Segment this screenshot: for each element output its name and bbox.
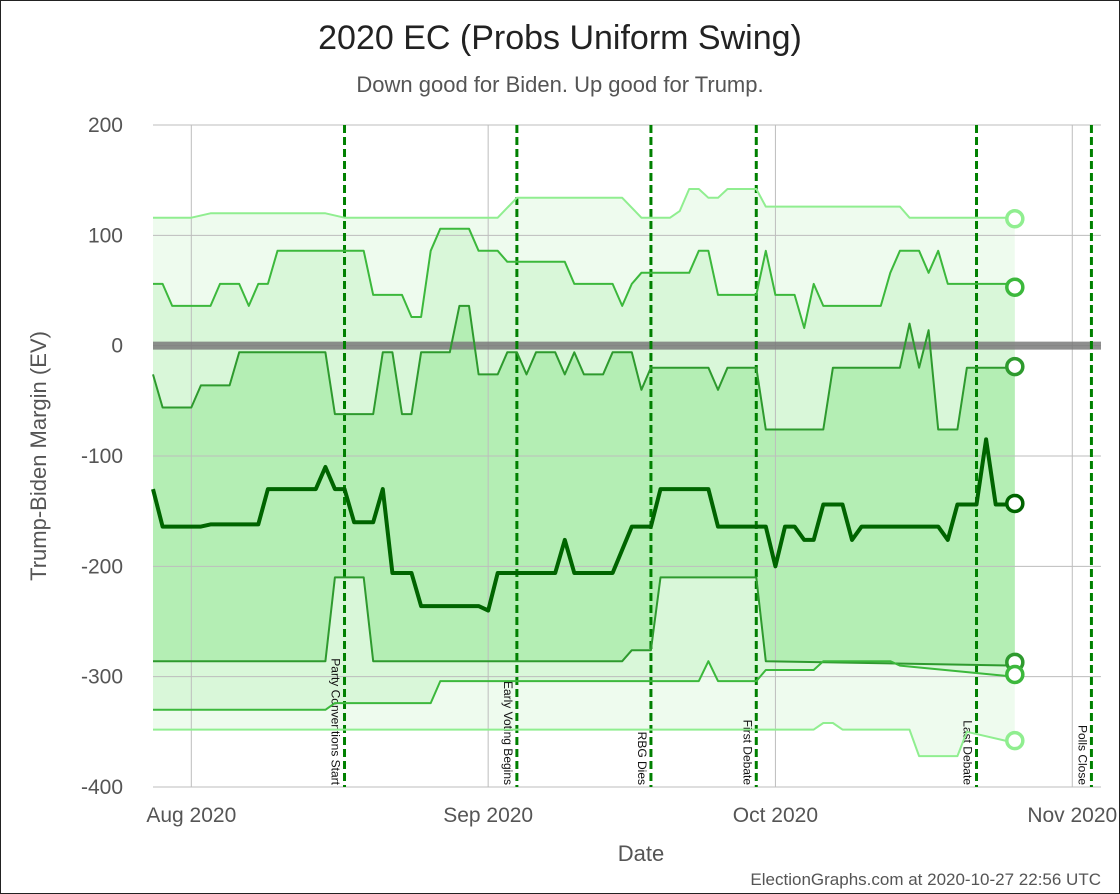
series-line-min — [153, 722, 1016, 758]
series-line-median — [151, 437, 1015, 613]
end-marker-upper — [1005, 277, 1025, 297]
event-label: RBG Dies — [635, 732, 649, 785]
x-tick-label: Nov 2020 — [1027, 804, 1117, 827]
series-line-upper — [153, 227, 1015, 329]
band-inner — [153, 305, 1015, 666]
end-marker-lower — [1005, 664, 1025, 685]
y-tick-label: 0 — [111, 335, 123, 358]
y-axis-title: Trump-Biden Margin (EV) — [26, 331, 51, 581]
end-marker-center — [1005, 356, 1025, 377]
chart-title: 2020 EC (Probs Uniform Swing) — [318, 19, 802, 57]
y-tick-label: 100 — [88, 224, 123, 247]
x-tick-label: Oct 2020 — [733, 804, 818, 827]
end-marker-median — [1005, 493, 1025, 514]
y-tick-label: -400 — [81, 776, 123, 799]
event-label: Polls Close — [1075, 725, 1089, 785]
x-tick-label: Aug 2020 — [146, 804, 236, 827]
end-marker-max — [1005, 209, 1025, 229]
event-label: Early Voting Begins — [501, 681, 515, 785]
chart-subtitle: Down good for Biden. Up good for Trump. — [356, 72, 763, 97]
series-line-center — [152, 304, 1015, 431]
series-line-max — [153, 188, 1015, 219]
x-axis-title: Date — [618, 841, 664, 866]
end-marker-min — [1005, 730, 1025, 751]
y-tick-label: 200 — [88, 114, 123, 137]
y-tick-label: -200 — [81, 555, 123, 578]
credit-footer: ElectionGraphs.com at 2020-10-27 22:56 U… — [750, 870, 1101, 889]
event-label: Party Conventions Start — [329, 658, 343, 785]
y-tick-label: -100 — [81, 445, 123, 468]
y-tick-label: -300 — [81, 666, 123, 689]
x-tick-label: Sep 2020 — [443, 804, 533, 827]
series-line-lower — [153, 660, 1015, 711]
plot-area: 200 100 0 -100 -200 -300 -400 Aug 2020 Sep 2020 O… — [81, 114, 1117, 827]
event-label: First Debate — [740, 720, 754, 786]
series-line-center_low — [153, 576, 1015, 667]
event-label: Last Debate — [961, 720, 975, 785]
